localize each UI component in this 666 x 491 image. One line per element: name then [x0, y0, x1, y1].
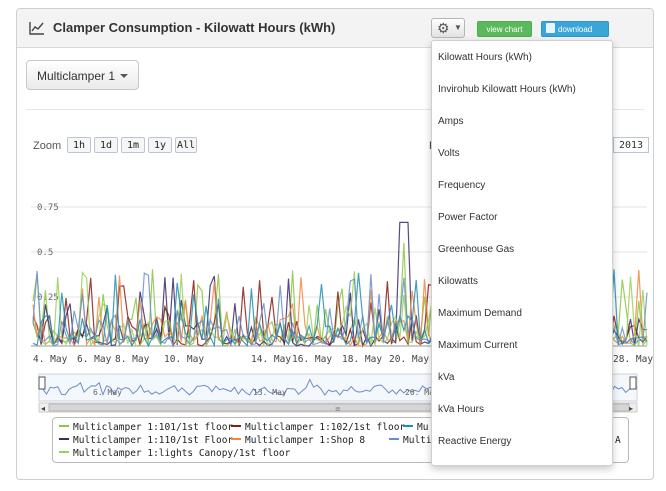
x-tick-label: 16. May: [292, 354, 332, 365]
divider: [26, 109, 644, 110]
legend-swatch: [231, 438, 241, 440]
navigator-handle-left[interactable]: [38, 376, 46, 390]
clamper-select[interactable]: Multiclamper 1: [26, 60, 139, 90]
x-tick-label: 4. May: [33, 354, 68, 365]
line-chart-icon: [29, 22, 44, 35]
metric-dropdown-menu: Kilowatt Hours (kWh) Invirohub Kilowatt …: [431, 40, 613, 466]
legend-item[interactable]: Mu: [403, 422, 428, 433]
legend-item[interactable]: Multiclamper 1:lights Canopy/1st floor: [59, 448, 290, 459]
menu-item-power-factor[interactable]: Power Factor: [438, 212, 498, 223]
menu-item-kva[interactable]: kVa: [438, 372, 455, 383]
y-tick-labels: 0.75 0.5 0.25: [37, 203, 59, 303]
menu-item-volts[interactable]: Volts: [438, 148, 460, 159]
legend-label: Multiclamper 1:lights Canopy/1st floor: [73, 448, 291, 459]
download-label: download: [558, 25, 593, 34]
x-tick-label: 10. May: [164, 354, 204, 365]
legend-swatch: [231, 425, 241, 427]
download-icon: [546, 23, 555, 33]
legend-swatch: [389, 438, 399, 440]
caret-down-icon: [120, 74, 129, 78]
legend-label: Multiclamper 1:101/1st floor: [73, 422, 234, 433]
x-tick-label: 18. May: [342, 354, 382, 365]
y-tick-label: 0.5: [37, 248, 53, 258]
x-tick-label: 6. May: [77, 354, 112, 365]
y-tick-label: 0.25: [37, 293, 59, 303]
menu-item-kva-hours[interactable]: kVa Hours: [438, 404, 484, 415]
menu-item-maximum-current[interactable]: Maximum Current: [438, 340, 518, 351]
navigator-label: 13. May: [253, 388, 287, 397]
legend-swatch: [403, 425, 413, 427]
scroll-left-arrow-icon[interactable]: ◂: [41, 404, 45, 413]
zoom-1d-button[interactable]: 1d: [94, 137, 118, 153]
menu-item-invirohub-kilowatt-hours[interactable]: Invirohub Kilowatt Hours (kWh): [438, 84, 576, 95]
scrollbar-thumb[interactable]: [48, 403, 630, 412]
zoom-label: Zoom: [33, 140, 62, 152]
gear-icon: ⚙: [437, 20, 450, 36]
legend-label: Multiclamper 1:110/1st Floor: [73, 435, 234, 446]
menu-item-greenhouse-gas[interactable]: Greenhouse Gas: [438, 244, 515, 255]
legend-label: Multiclam: [403, 435, 455, 446]
x-tick-label: 14. May: [251, 354, 291, 365]
caret-down-icon: ▼: [454, 23, 462, 32]
download-button[interactable]: download: [541, 21, 609, 37]
legend-swatch: [59, 451, 69, 453]
menu-item-frequency[interactable]: Frequency: [438, 180, 486, 191]
page-title: Clamper Consumption - Kilowatt Hours (kW…: [53, 20, 336, 35]
legend-label: Mu: [417, 422, 429, 433]
zoom-1y-button[interactable]: 1y: [148, 137, 172, 153]
legend-item[interactable]: Multiclamper 1:110/1st Floor: [59, 435, 233, 446]
navigator-label: 20. May: [405, 388, 439, 397]
menu-item-amps[interactable]: Amps: [438, 116, 464, 127]
view-chart-button[interactable]: view chart: [477, 21, 532, 37]
legend-swatch: [59, 425, 69, 427]
scrollbar-grip-icon: ≡: [335, 405, 341, 413]
y-tick-label: 0.75: [37, 203, 59, 213]
navigator-label: 6. May: [93, 388, 122, 397]
scrollbar[interactable]: ◂ ≡ ▸: [38, 402, 638, 413]
menu-item-maximum-demand[interactable]: Maximum Demand: [438, 308, 522, 319]
menu-item-reactive-energy[interactable]: Reactive Energy: [438, 436, 512, 447]
legend-label: Multiclamper 1:Shop 8: [245, 435, 366, 446]
legend-item[interactable]: Multiclamper 1:101/1st floor: [59, 422, 233, 433]
legend-item[interactable]: Multiclamper 1:102/1st floor: [231, 422, 405, 433]
settings-dropdown-button[interactable]: ⚙ ▼: [431, 18, 465, 38]
clamper-select-label: Multiclamper 1: [37, 69, 116, 83]
scroll-right-arrow-icon[interactable]: ▸: [629, 404, 633, 413]
legend-fragment: A: [615, 435, 621, 446]
x-tick-labels: 4. May 6. May 8. May 10. May 14. May 16.…: [33, 354, 653, 365]
legend-item[interactable]: Multiclam: [389, 435, 454, 446]
legend-item[interactable]: Multiclamper 1:Shop 8: [231, 435, 365, 446]
x-tick-label: 28. May: [613, 354, 653, 365]
x-tick-label: 8. May: [115, 354, 150, 365]
menu-item-kilowatts[interactable]: Kilowatts: [438, 276, 479, 287]
legend-swatch: [59, 438, 69, 440]
menu-item-kilowatt-hours[interactable]: Kilowatt Hours (kWh): [438, 52, 532, 63]
navigator-handle-right[interactable]: [629, 376, 637, 390]
zoom-all-button[interactable]: All: [175, 137, 197, 153]
panel-header: Clamper Consumption - Kilowatt Hours (kW…: [17, 9, 653, 48]
x-tick-label: 20. May: [389, 354, 429, 365]
legend-label: Multiclamper 1:102/1st floor: [245, 422, 406, 433]
range-to-input[interactable]: 2013: [613, 137, 649, 153]
zoom-1m-button[interactable]: 1m: [121, 137, 145, 153]
zoom-1h-button[interactable]: 1h: [67, 137, 91, 153]
